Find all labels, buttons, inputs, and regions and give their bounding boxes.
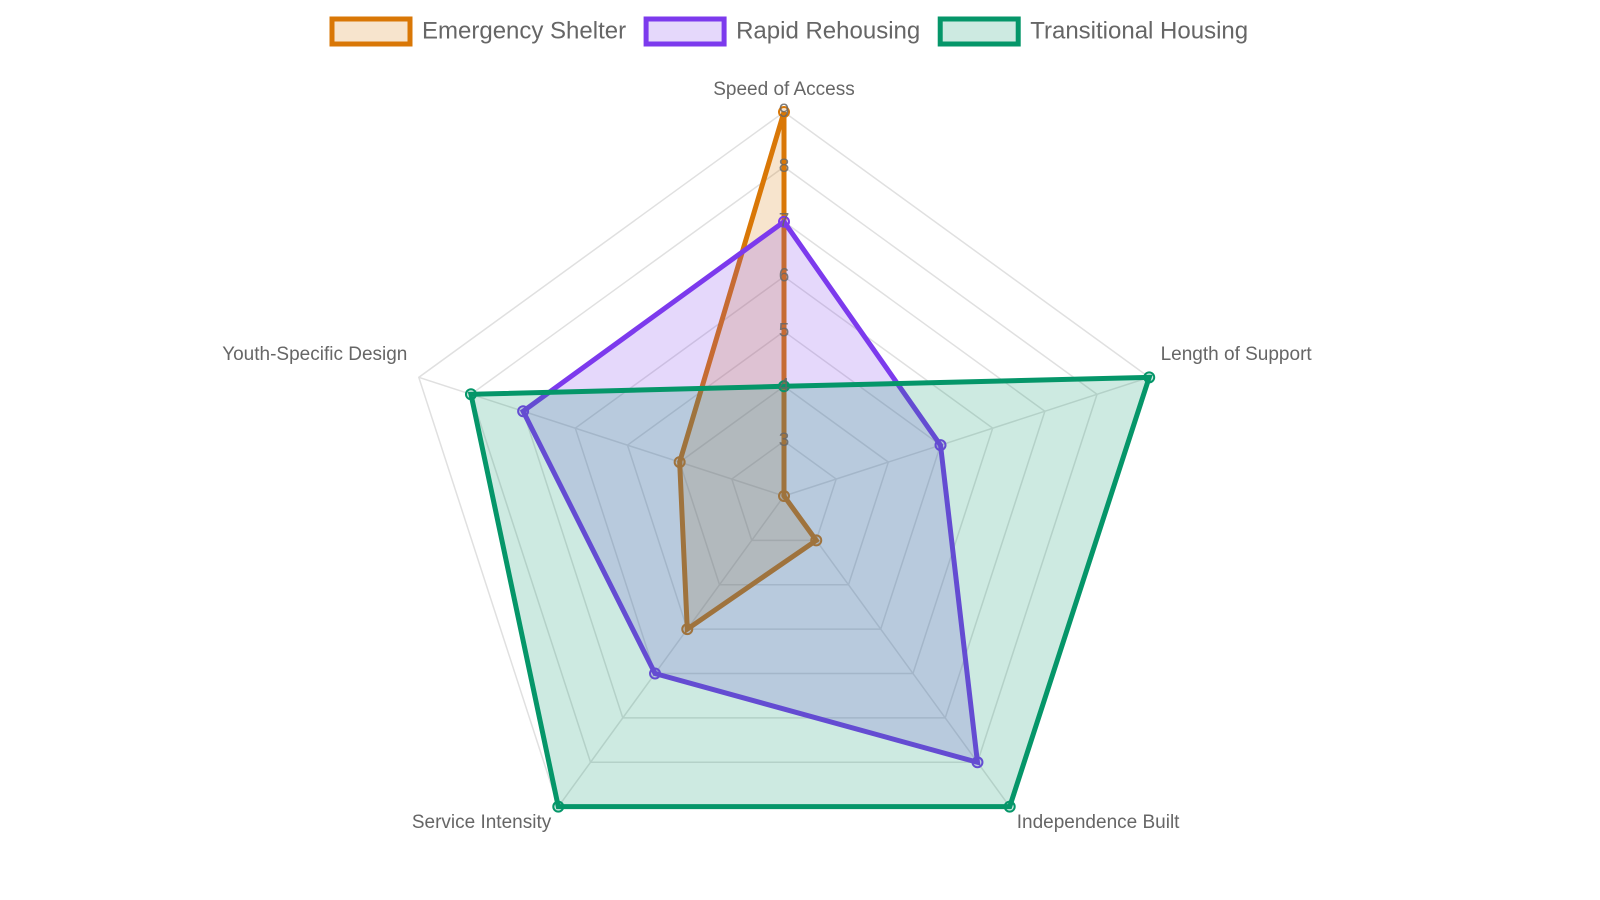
spoke (557, 495, 785, 808)
spoke (783, 495, 1011, 808)
r-tick-label: 7 (779, 211, 790, 232)
radar-point (810, 534, 823, 547)
grid-ring (574, 275, 994, 675)
legend-swatch (329, 16, 413, 47)
legend-label: Emergency Shelter (422, 17, 626, 44)
radar-point (673, 456, 686, 469)
radar-point (1143, 371, 1156, 384)
legend-swatch (937, 16, 1021, 47)
legend-label: Transitional Housing (1030, 17, 1248, 44)
r-tick-label: 9 (779, 101, 790, 122)
grid-ring (470, 165, 1098, 764)
radar-area (519, 218, 981, 766)
radar-point (971, 756, 984, 769)
grid-ring (626, 330, 942, 630)
radar-point (1003, 800, 1016, 813)
axis-label: Length of Support (1161, 344, 1313, 365)
radar-point (517, 405, 530, 418)
legend-swatch (643, 16, 727, 47)
radar-point (552, 800, 565, 813)
grid-ring (678, 385, 890, 586)
radar-point (649, 667, 662, 680)
r-tick-label: 4 (779, 375, 790, 396)
r-tick-label: 8 (779, 156, 790, 177)
radar-point (778, 215, 790, 228)
radar-point (778, 380, 790, 393)
radar-area (467, 374, 1153, 810)
spoke (783, 376, 1150, 497)
radar-point (464, 388, 477, 401)
r-tick-label: 6 (779, 266, 790, 287)
axis-label: Independence Built (1017, 812, 1180, 833)
legend-item[interactable]: Rapid Rehousing (643, 16, 920, 47)
axis-label: Youth-Specific Design (222, 344, 407, 365)
axis-label: Service Intensity (412, 812, 552, 833)
legend-label: Rapid Rehousing (736, 17, 920, 44)
r-tick-label: 5 (779, 320, 790, 341)
series (517, 215, 984, 769)
radar-point (681, 623, 694, 636)
radar-point (778, 106, 790, 118)
legend: Emergency Shelter Rapid Rehousing Transiti… (329, 16, 1248, 47)
r-tick-label: 3 (779, 430, 790, 451)
grid-ring (730, 440, 838, 542)
legend-item[interactable]: Transitional Housing (937, 16, 1248, 47)
axis-label: Speed of Access (713, 79, 855, 100)
radar-point (778, 490, 790, 502)
series (673, 106, 823, 636)
legend-item[interactable]: Emergency Shelter (329, 16, 626, 47)
series (464, 371, 1156, 813)
spoke (418, 376, 785, 497)
radar-point (934, 439, 947, 452)
